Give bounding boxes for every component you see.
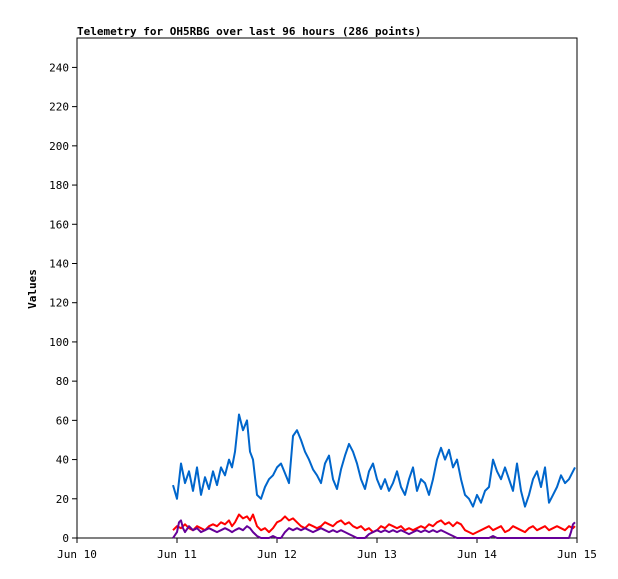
y-axis-label: Values	[26, 269, 39, 309]
y-tick-label: 0	[62, 532, 69, 545]
y-tick-label: 180	[49, 179, 69, 192]
y-tick-label: 80	[56, 375, 69, 388]
y-tick-label: 60	[56, 414, 69, 427]
y-tick-label: 120	[49, 297, 69, 310]
plot-area	[76, 37, 578, 539]
x-tick-label: Jun 13	[357, 548, 397, 561]
x-tick-label: Jun 11	[157, 548, 197, 561]
series-layer	[172, 413, 576, 539]
x-axis: Jun 10 Jun 11 Jun 12 Jun 13 Jun 14 Jun 15	[57, 538, 597, 561]
series-line-1	[172, 413, 576, 508]
y-tick-label: 20	[56, 493, 69, 506]
y-tick-label: 220	[49, 101, 69, 114]
x-tick-label: Jun 14	[457, 548, 497, 561]
y-tick-label: 140	[49, 257, 69, 270]
y-tick-label: 100	[49, 336, 69, 349]
series-line-3	[172, 519, 576, 539]
x-tick-label: Jun 10	[57, 548, 97, 561]
chart-title: Telemetry for OH5RBG over last 96 hours …	[77, 25, 421, 38]
y-axis: 0 20 40 60 80 100 120 140 160 180 200 220 240	[49, 61, 77, 545]
x-tick-label: Jun 12	[257, 548, 297, 561]
x-tick-label: Jun 15	[557, 548, 597, 561]
y-tick-label: 240	[49, 61, 69, 74]
y-tick-label: 200	[49, 140, 69, 153]
y-tick-label: 40	[56, 454, 69, 467]
y-tick-label: 160	[49, 218, 69, 231]
